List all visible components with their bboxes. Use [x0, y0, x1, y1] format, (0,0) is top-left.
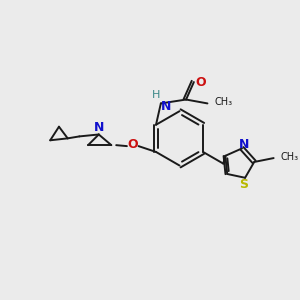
Text: N: N: [161, 100, 171, 113]
Text: N: N: [94, 121, 104, 134]
Text: H: H: [152, 89, 160, 100]
Text: CH₃: CH₃: [214, 98, 232, 107]
Text: O: O: [128, 138, 138, 151]
Text: N: N: [239, 138, 249, 151]
Text: CH₃: CH₃: [280, 152, 298, 162]
Text: O: O: [195, 76, 206, 88]
Text: S: S: [238, 178, 247, 191]
